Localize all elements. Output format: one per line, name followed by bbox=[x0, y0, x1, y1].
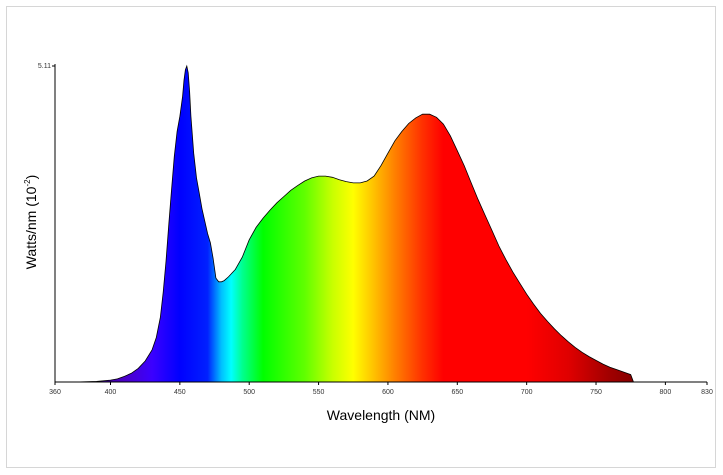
spectrum-area bbox=[75, 66, 634, 382]
x-tick-label: 400 bbox=[105, 389, 117, 396]
y-tick-label: 5.11 bbox=[38, 63, 51, 70]
x-tick-label: 600 bbox=[382, 389, 394, 396]
y-axis-title-exponent: -2 bbox=[23, 179, 32, 187]
axes bbox=[52, 64, 708, 385]
y-axis-title-main: Watts/nm (10 bbox=[23, 186, 39, 269]
x-tick-label: 500 bbox=[243, 389, 255, 396]
x-tick-label: 550 bbox=[313, 389, 325, 396]
x-tick-label: 830 bbox=[701, 389, 713, 396]
x-tick-label: 700 bbox=[521, 389, 533, 396]
plot-area bbox=[75, 64, 634, 383]
y-axis-title: Watts/nm (10-2) bbox=[23, 175, 39, 270]
svg-text:Watts/nm (10-2): Watts/nm (10-2) bbox=[23, 175, 39, 270]
x-tick-label: 800 bbox=[660, 389, 672, 396]
x-tick-label: 450 bbox=[174, 389, 186, 396]
x-tick-label: 750 bbox=[590, 389, 602, 396]
tick-labels: 360 400 450 500 550 600 650 700 750 800 830 5.11 bbox=[38, 63, 713, 396]
y-axis-title-close: ) bbox=[23, 175, 39, 180]
x-tick-label: 360 bbox=[49, 389, 61, 396]
x-tick-label: 650 bbox=[451, 389, 463, 396]
spectrum-outline bbox=[75, 64, 634, 383]
x-axis-title: Wavelength (NM) bbox=[327, 407, 435, 423]
